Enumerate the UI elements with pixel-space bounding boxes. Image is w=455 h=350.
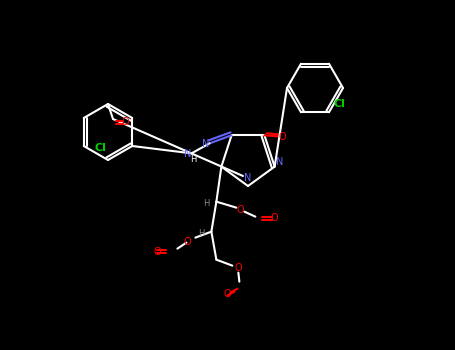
Text: O: O (271, 213, 278, 223)
Text: O: O (153, 247, 161, 257)
Text: O: O (121, 117, 129, 127)
Text: O: O (278, 132, 286, 142)
Text: O: O (237, 205, 244, 215)
Text: O: O (223, 289, 231, 299)
Text: Cl: Cl (94, 143, 106, 153)
Text: O: O (235, 262, 242, 273)
Text: H: H (203, 199, 210, 208)
Text: O: O (183, 237, 191, 247)
Text: H: H (198, 229, 205, 238)
Text: Cl: Cl (333, 99, 345, 109)
Text: N: N (244, 173, 252, 183)
Text: N: N (202, 139, 209, 149)
Text: H: H (190, 155, 197, 164)
Text: N: N (276, 157, 283, 167)
Text: N: N (184, 149, 191, 159)
